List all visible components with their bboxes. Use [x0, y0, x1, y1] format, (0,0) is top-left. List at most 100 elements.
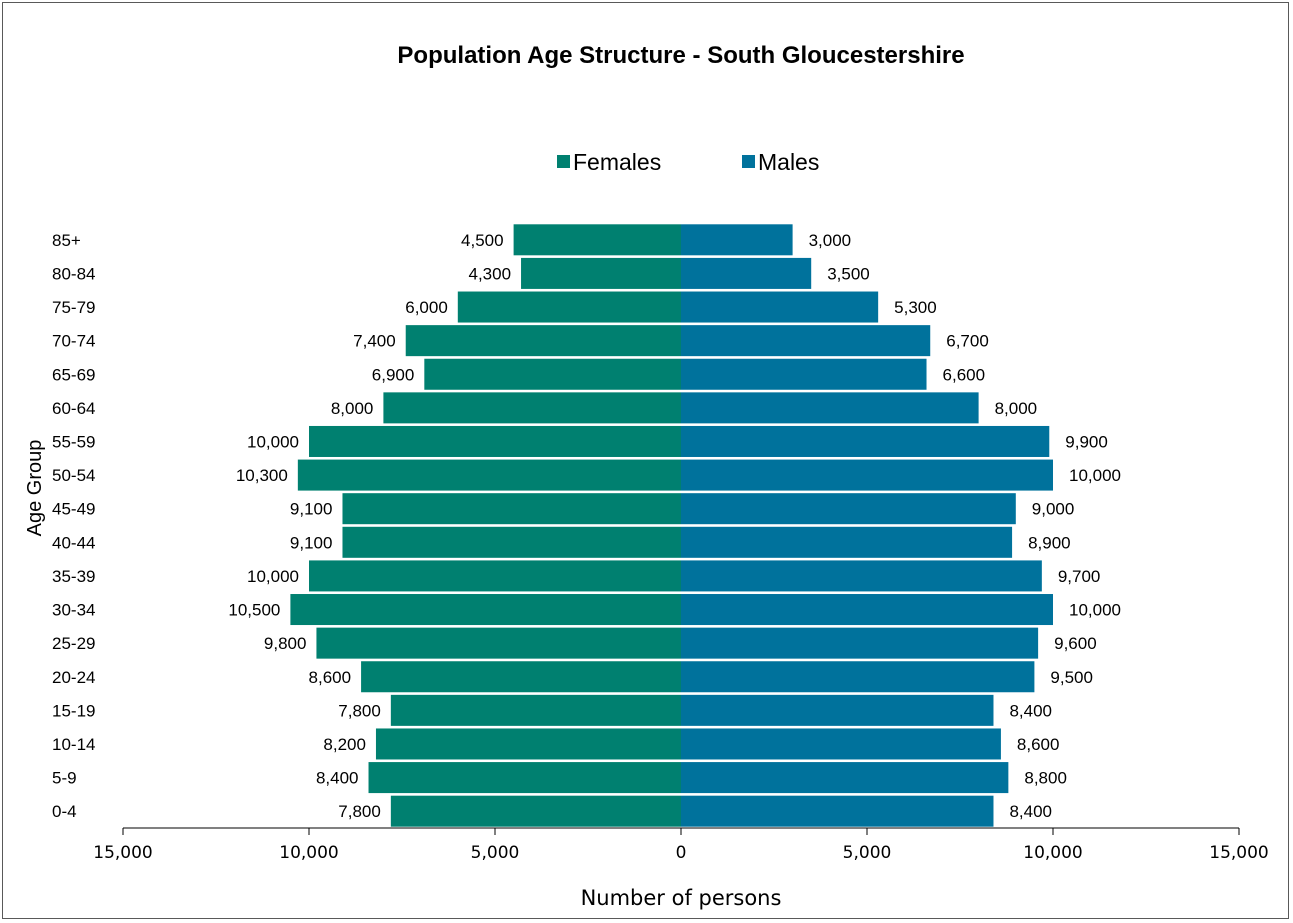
bar-males-10-14: [681, 728, 1001, 760]
value-label-males-55-59: 9,900: [1065, 432, 1108, 451]
bar-females-20-24: [361, 661, 681, 693]
value-label-females-40-44: 9,100: [290, 533, 333, 552]
value-label-females-45-49: 9,100: [290, 500, 333, 519]
x-tick-label: 5,000: [471, 843, 520, 863]
bar-males-35-39: [681, 560, 1042, 592]
category-label-85+: 85+: [52, 231, 81, 250]
value-label-females-85+: 4,500: [461, 231, 504, 250]
legend-swatch-males: [742, 155, 755, 168]
x-tick-label: 15,000: [1209, 843, 1268, 863]
bar-males-65-69: [681, 358, 927, 390]
bar-males-20-24: [681, 661, 1035, 693]
category-label-70-74: 70-74: [52, 332, 95, 351]
bar-females-35-39: [309, 560, 681, 592]
bar-males-5-9: [681, 762, 1009, 794]
x-tick-label: 15,000: [93, 843, 152, 863]
value-label-females-65-69: 6,900: [372, 365, 415, 384]
category-label-25-29: 25-29: [52, 634, 95, 653]
value-label-females-75-79: 6,000: [405, 298, 448, 317]
value-label-females-55-59: 10,000: [247, 432, 299, 451]
x-tick-label: 10,000: [1023, 843, 1082, 863]
bar-males-60-64: [681, 392, 979, 424]
legend: Females Males: [557, 149, 819, 175]
value-label-females-25-29: 9,800: [264, 634, 307, 653]
category-label-65-69: 65-69: [52, 365, 95, 384]
bar-males-40-44: [681, 526, 1013, 558]
value-label-females-15-19: 7,800: [338, 701, 381, 720]
bar-females-25-29: [316, 627, 681, 659]
chart-title: Population Age Structure - South Glouces…: [397, 42, 964, 69]
category-labels: 0-4 5-9 10-14 15-19 20-24 25-29 30-34 35-39 40-4…: [52, 231, 95, 821]
value-label-males-80-84: 3,500: [827, 264, 870, 283]
category-label-30-34: 30-34: [52, 601, 95, 620]
bar-females-50-54: [297, 459, 681, 491]
category-label-10-14: 10-14: [52, 735, 95, 754]
bar-females-40-44: [342, 526, 681, 558]
legend-label-females: Females: [573, 149, 661, 175]
value-label-males-50-54: 10,000: [1069, 466, 1121, 485]
value-label-females-50-54: 10,300: [236, 466, 288, 485]
category-label-5-9: 5-9: [52, 769, 77, 788]
bars-group: [290, 224, 1053, 827]
value-labels: 7,800 8,400 8,400 8,800 8,200 8,600 7,800 8,400…: [228, 231, 1121, 821]
legend-label-males: Males: [758, 149, 819, 175]
bar-females-45-49: [342, 493, 681, 525]
bar-males-55-59: [681, 425, 1050, 457]
x-axis-title: Number of persons: [581, 886, 782, 910]
bar-males-25-29: [681, 627, 1039, 659]
value-label-males-20-24: 9,500: [1050, 668, 1093, 687]
value-label-females-70-74: 7,400: [353, 332, 396, 351]
value-label-males-25-29: 9,600: [1054, 634, 1097, 653]
bar-females-65-69: [424, 358, 681, 390]
bar-females-55-59: [309, 425, 681, 457]
bar-females-30-34: [290, 594, 681, 626]
value-label-females-60-64: 8,000: [331, 399, 374, 418]
x-tick-label: 0: [676, 843, 687, 863]
value-label-males-60-64: 8,000: [995, 399, 1038, 418]
value-label-males-40-44: 8,900: [1028, 533, 1071, 552]
category-label-75-79: 75-79: [52, 298, 95, 317]
value-label-females-80-84: 4,300: [468, 264, 511, 283]
value-label-females-5-9: 8,400: [316, 769, 359, 788]
category-label-55-59: 55-59: [52, 432, 95, 451]
bar-females-15-19: [390, 694, 681, 726]
value-label-females-0-4: 7,800: [338, 802, 381, 821]
value-label-males-70-74: 6,700: [946, 332, 989, 351]
bar-males-85+: [681, 224, 793, 256]
value-label-males-30-34: 10,000: [1069, 601, 1121, 620]
bar-males-30-34: [681, 594, 1053, 626]
value-label-males-10-14: 8,600: [1017, 735, 1060, 754]
bar-females-5-9: [368, 762, 681, 794]
bar-males-80-84: [681, 257, 812, 289]
bar-females-75-79: [457, 291, 681, 323]
category-label-80-84: 80-84: [52, 264, 95, 283]
bar-females-0-4: [390, 795, 681, 827]
value-label-males-85+: 3,000: [809, 231, 852, 250]
category-label-40-44: 40-44: [52, 533, 95, 552]
value-label-females-30-34: 10,500: [228, 601, 280, 620]
bar-males-15-19: [681, 694, 994, 726]
bar-females-10-14: [375, 728, 681, 760]
value-label-females-20-24: 8,600: [309, 668, 352, 687]
category-label-35-39: 35-39: [52, 567, 95, 586]
y-axis-title: Age Group: [24, 440, 46, 537]
category-label-0-4: 0-4: [52, 802, 77, 821]
value-label-males-15-19: 8,400: [1009, 701, 1052, 720]
value-label-males-45-49: 9,000: [1032, 500, 1075, 519]
bar-females-80-84: [521, 257, 681, 289]
value-label-males-75-79: 5,300: [894, 298, 937, 317]
bar-males-75-79: [681, 291, 879, 323]
value-label-females-10-14: 8,200: [323, 735, 366, 754]
bar-males-50-54: [681, 459, 1053, 491]
bar-females-70-74: [405, 325, 681, 357]
bar-males-0-4: [681, 795, 994, 827]
value-label-males-0-4: 8,400: [1009, 802, 1052, 821]
x-tick-label: 5,000: [843, 843, 892, 863]
bar-males-70-74: [681, 325, 931, 357]
bar-females-60-64: [383, 392, 681, 424]
x-tick-label: 10,000: [279, 843, 338, 863]
value-label-males-65-69: 6,600: [943, 365, 986, 384]
value-label-females-35-39: 10,000: [247, 567, 299, 586]
category-label-50-54: 50-54: [52, 466, 95, 485]
